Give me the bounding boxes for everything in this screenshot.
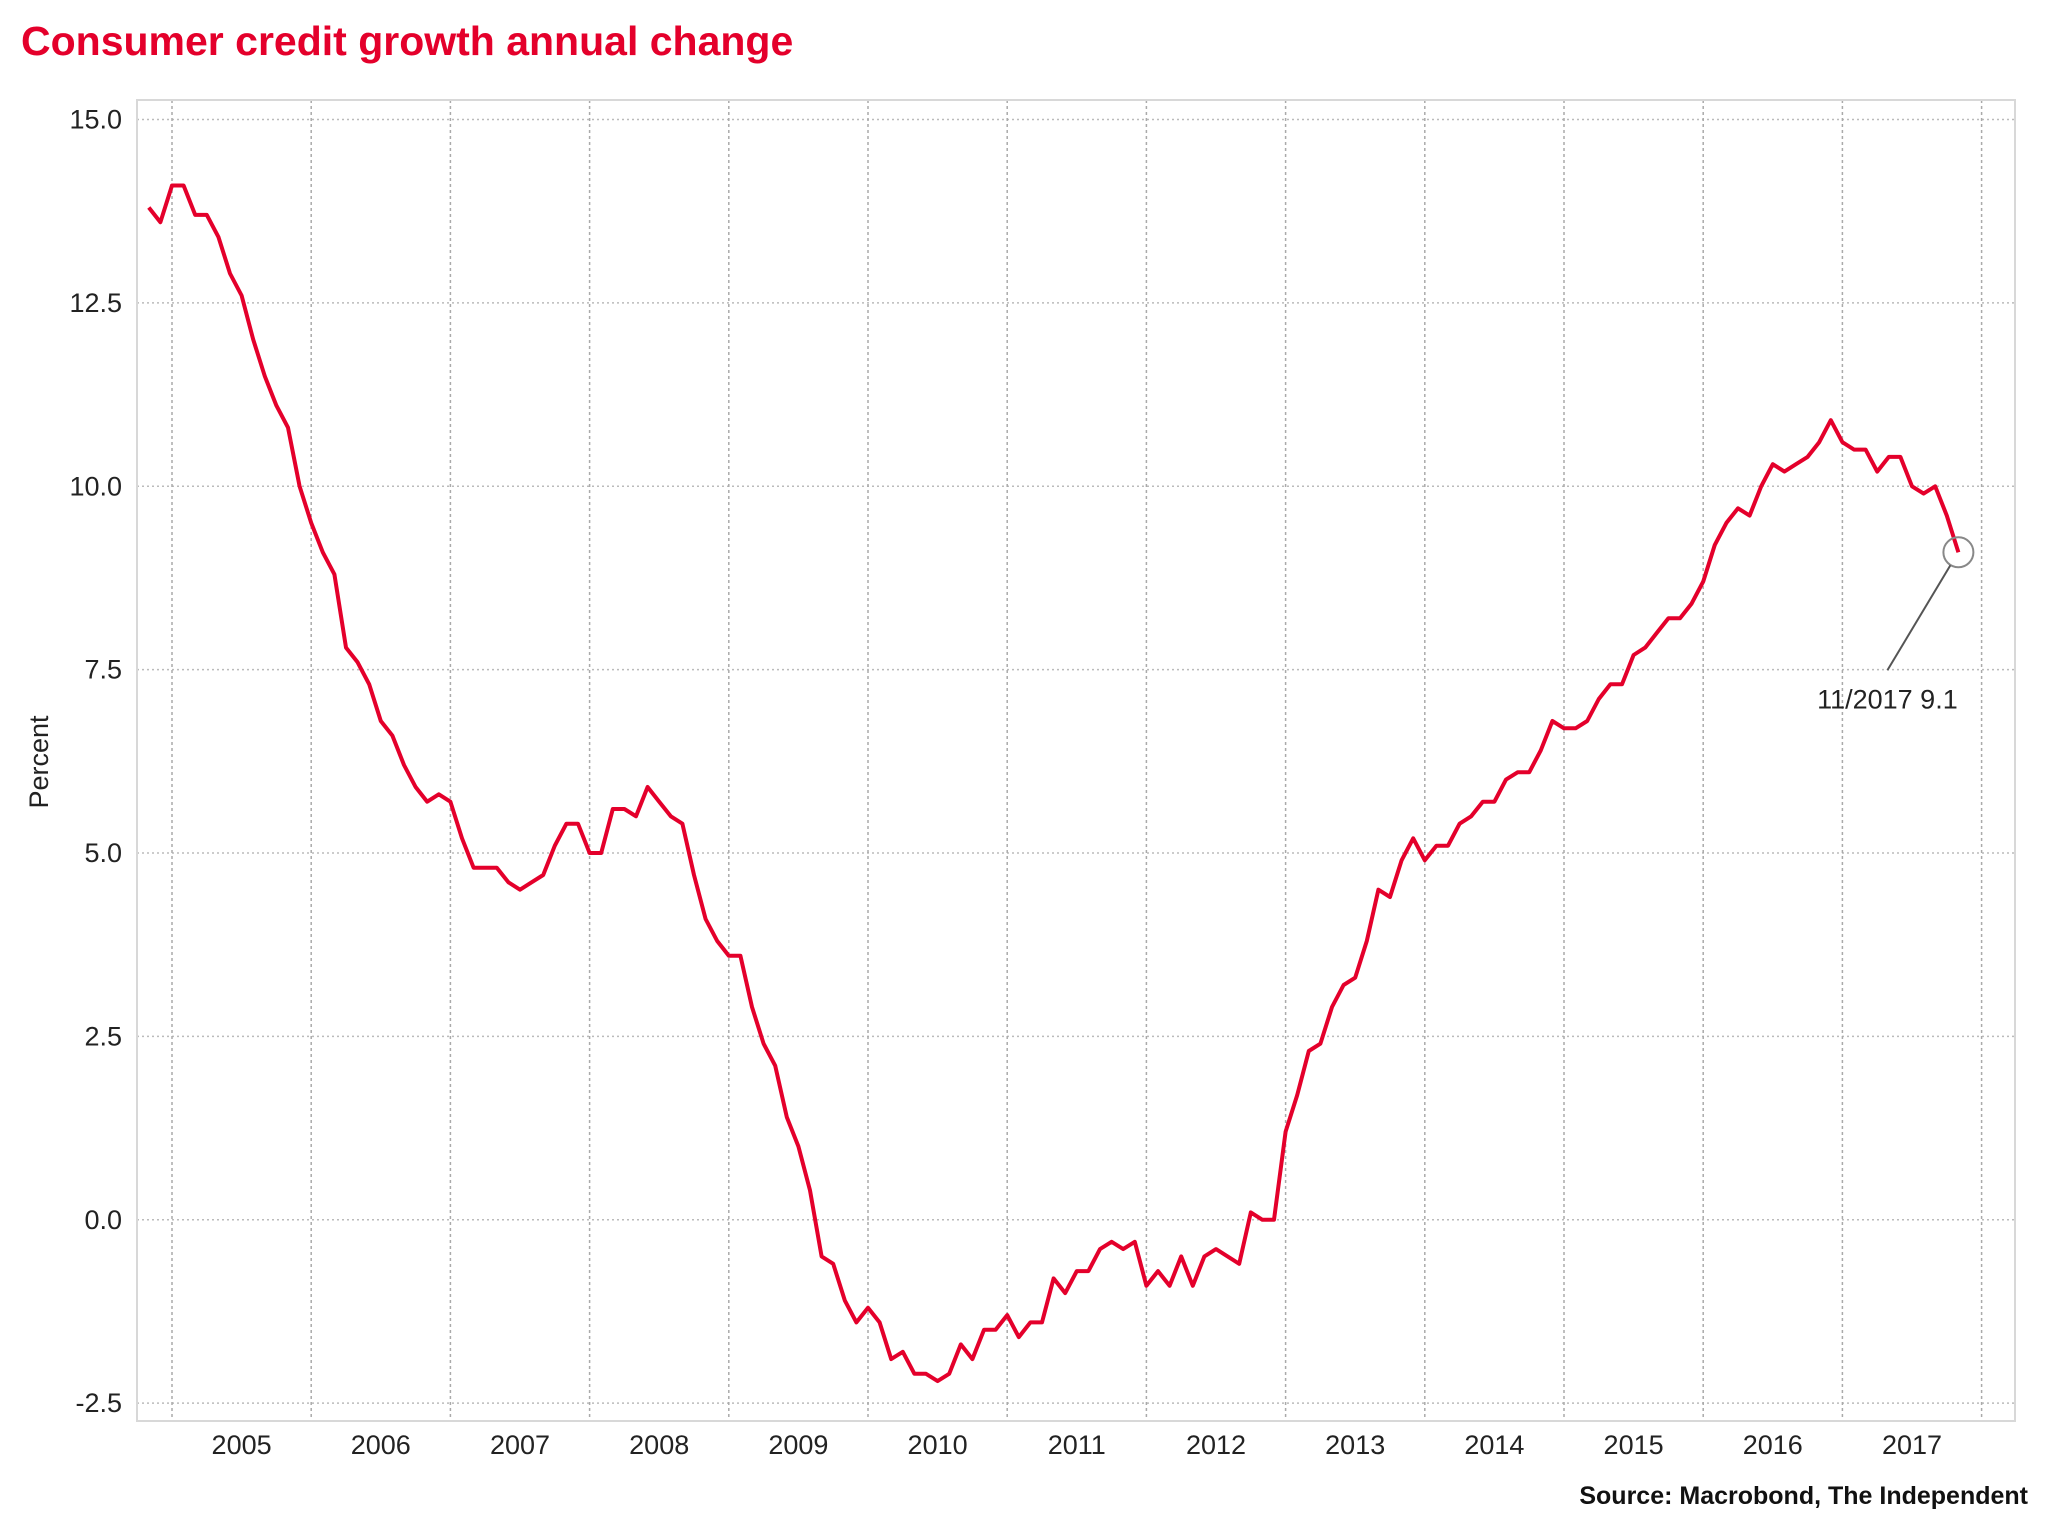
annotation-leader-line (1886, 564, 1952, 671)
y-axis-ticks: 15.0 12.5 10.0 7.5 5.0 2.5 0.0 -2.5 (69, 105, 122, 1419)
x-tick-label: 2013 (1325, 1430, 1385, 1460)
x-tick-label: 2017 (1882, 1430, 1942, 1460)
y-tick-label: 12.5 (69, 288, 122, 318)
y-tick-label: 5.0 (84, 838, 122, 868)
annotation-label: 11/2017 9.1 (1817, 684, 1958, 714)
y-tick-label: 7.5 (84, 655, 122, 685)
y-tick-label: -2.5 (75, 1388, 122, 1418)
x-tick-label: 2016 (1743, 1430, 1803, 1460)
y-axis-label: Percent (24, 715, 54, 809)
x-tick-label: 2007 (490, 1430, 550, 1460)
y-tick-label: 10.0 (69, 471, 122, 501)
series-line (147, 183, 1961, 1384)
annotation-marker (1942, 536, 1975, 569)
chart-title: Consumer credit growth annual change (21, 18, 794, 64)
x-tick-label: 2006 (351, 1430, 411, 1460)
plot-frame (136, 99, 2016, 1422)
y-tick-label: 15.0 (69, 105, 122, 135)
x-tick-label: 2009 (768, 1430, 828, 1460)
x-tick-label: 2015 (1604, 1430, 1664, 1460)
x-tick-label: 2012 (1186, 1430, 1246, 1460)
x-tick-label: 2010 (908, 1430, 968, 1460)
gridlines (137, 100, 2015, 1421)
x-tick-label: 2014 (1464, 1430, 1524, 1460)
x-axis-ticks: 2005 2006 2007 2008 2009 2010 2011 2012 2013 2014… (212, 1430, 1942, 1460)
x-tick-label: 2011 (1048, 1430, 1106, 1460)
y-tick-label: 2.5 (84, 1021, 122, 1051)
x-tick-label: 2008 (629, 1430, 689, 1460)
x-tick-label: 2005 (212, 1430, 272, 1460)
y-tick-label: 0.0 (84, 1205, 122, 1235)
source-note: Source: Macrobond, The Independent (1579, 1482, 2028, 1510)
